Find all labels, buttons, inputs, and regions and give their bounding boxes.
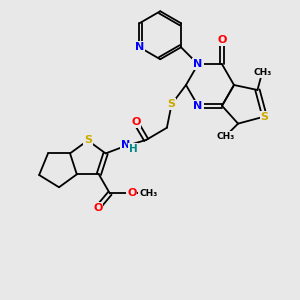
Text: H: H xyxy=(129,144,138,154)
Text: N: N xyxy=(135,42,144,52)
Text: S: S xyxy=(261,112,268,122)
Text: N: N xyxy=(121,140,130,150)
Text: CH₃: CH₃ xyxy=(139,189,158,198)
Text: O: O xyxy=(93,203,103,213)
Text: CH₃: CH₃ xyxy=(216,132,235,141)
Text: S: S xyxy=(168,99,176,109)
Text: N: N xyxy=(194,101,202,111)
Text: O: O xyxy=(127,188,136,198)
Text: O: O xyxy=(217,35,227,45)
Text: S: S xyxy=(84,136,92,146)
Text: CH₃: CH₃ xyxy=(253,68,271,77)
Text: O: O xyxy=(131,117,141,127)
Text: N: N xyxy=(194,59,202,69)
